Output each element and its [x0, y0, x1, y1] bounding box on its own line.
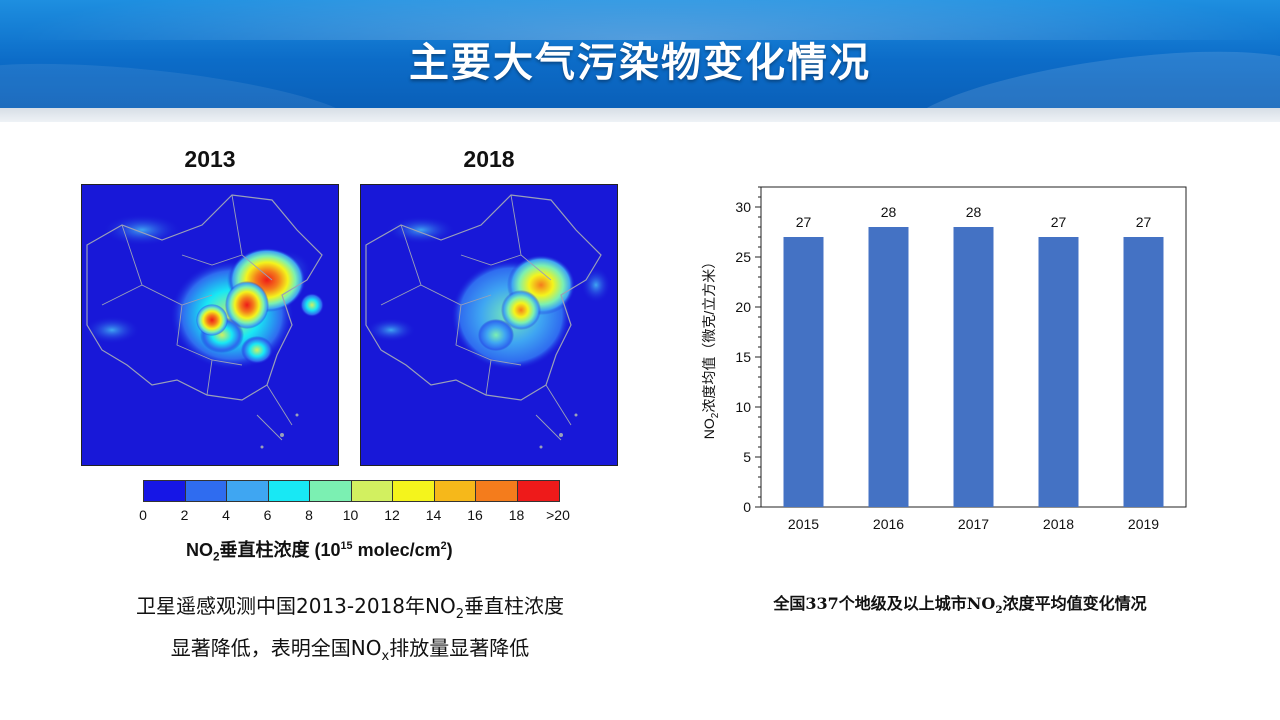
colorbar-tick-label: 18: [508, 507, 525, 523]
bar-data-label: 27: [796, 214, 812, 230]
bar-2019: [1123, 237, 1164, 507]
y-tick-label: 5: [743, 449, 751, 465]
colorbar-swatch: [351, 481, 393, 501]
y-tick-label: 30: [735, 199, 751, 215]
colorbar-tick-label: 0: [139, 507, 147, 523]
colorbar-swatch: [268, 481, 310, 501]
x-tick-label: 2016: [873, 516, 904, 532]
bar-data-label: 28: [966, 204, 982, 220]
header-banner: [0, 0, 1280, 110]
x-tick-label: 2015: [788, 516, 819, 532]
caption-right: 全国337个地级及以上城市NO2浓度平均值变化情况: [773, 594, 1147, 617]
slide-title: 主要大气污染物变化情况: [409, 40, 871, 86]
y-tick-label: 10: [735, 399, 751, 415]
map-year-2018: 2018: [463, 146, 515, 172]
bar-data-label: 27: [1051, 214, 1067, 230]
y-tick-label: 25: [735, 249, 751, 265]
colorbar-swatch: [517, 481, 559, 501]
colorbar-tick-label: 10: [342, 507, 359, 523]
bar-2015: [783, 237, 824, 507]
y-tick-label: 20: [735, 299, 751, 315]
colorbar-swatch: [227, 481, 269, 501]
no2-map-2013-graphic: [82, 185, 338, 465]
colorbar-tick-label: 4: [222, 507, 230, 523]
bar-2017: [953, 227, 994, 507]
y-tick-label: 15: [735, 349, 751, 365]
no2-bar-chart: 0 5 10 15 20 25 30 27 2015 28 2016 28 2017 27 2018 27 20…: [701, 186, 1187, 532]
colorbar-tick-label: 14: [425, 507, 442, 523]
colorbar-swatch: [434, 481, 476, 501]
colorbar-title: NO2垂直柱浓度 (1015 molec/cm2): [186, 540, 453, 564]
no2-map-2018: [360, 184, 618, 466]
banner-edge: [0, 108, 1280, 122]
bar-data-label: 28: [881, 204, 897, 220]
colorbar-swatch: [310, 481, 352, 501]
colorbar-tick-label: >20: [546, 507, 570, 523]
caption-left-line2: 显著降低，表明全国NOx排放量显著降低: [170, 636, 530, 664]
bar-2018: [1038, 237, 1079, 507]
colorbar-swatch: [185, 481, 227, 501]
map-year-2013: 2013: [184, 146, 236, 172]
no2-map-2018-graphic: [361, 185, 617, 465]
colorbar-tick-label: 2: [180, 507, 189, 523]
colorbar-tick-label: 12: [384, 507, 400, 523]
colorbar-tick-label: 8: [305, 507, 313, 523]
y-axis-label: NO2浓度均值（微克/立方米）: [701, 255, 721, 439]
colorbar-tick-label: 6: [263, 507, 272, 523]
colorbar-tick-label: 16: [467, 507, 483, 523]
colorbar: [143, 480, 560, 502]
colorbar-swatch: [393, 481, 435, 501]
y-tick-label: 0: [743, 499, 751, 515]
x-tick-label: 2017: [958, 516, 989, 532]
x-tick-label: 2018: [1043, 516, 1074, 532]
colorbar-swatch: [144, 481, 186, 501]
caption-left-line1: 卫星遥感观测中国2013-2018年NO2垂直柱浓度: [136, 594, 564, 622]
no2-map-2013: [81, 184, 339, 466]
bar-2016: [868, 227, 909, 507]
bar-data-label: 27: [1136, 214, 1152, 230]
colorbar-swatch: [476, 481, 518, 501]
x-tick-label: 2019: [1128, 516, 1159, 532]
banner-shine: [0, 0, 1280, 40]
